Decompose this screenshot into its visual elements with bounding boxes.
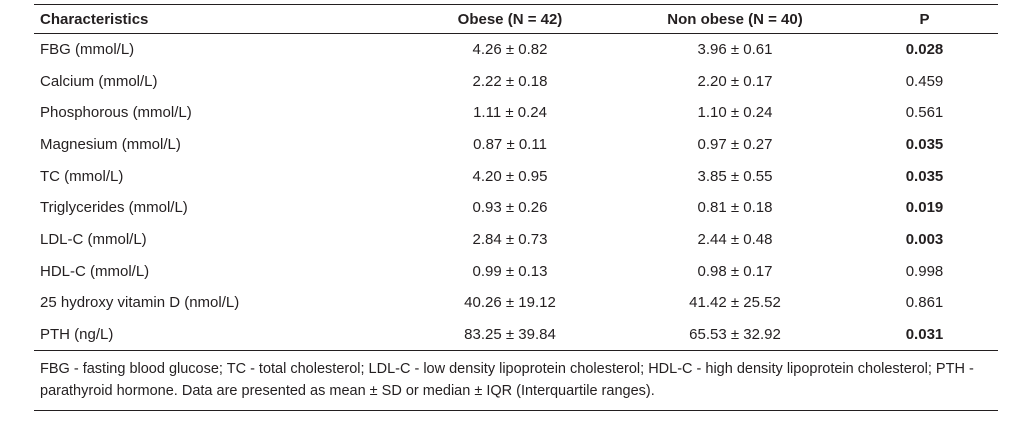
cell-p-value: 0.561 xyxy=(905,104,944,122)
table-row: HDL-C (mmol/L) 0.99 ± 0.13 0.98 ± 0.17 0.99… xyxy=(34,255,998,287)
cell-non-obese: 1.10 ± 0.24 xyxy=(697,104,773,122)
table-row: Magnesium (mmol/L) 0.87 ± 0.11 0.97 ± 0.27… xyxy=(34,129,998,161)
cell-obese: 0.93 ± 0.26 xyxy=(472,199,548,217)
table-row: LDL-C (mmol/L) 2.84 ± 0.73 2.44 ± 0.48 0.00… xyxy=(34,224,998,256)
cell-non-obese: 3.85 ± 0.55 xyxy=(697,167,773,185)
header-characteristics: Characteristics xyxy=(34,4,401,34)
cell-non-obese: 3.96 ± 0.61 xyxy=(697,41,773,59)
header-p-value: P xyxy=(851,4,998,34)
cell-p-value: 0.035 xyxy=(905,135,944,153)
cell-characteristic: 25 hydroxy vitamin D (nmol/L) xyxy=(40,294,240,312)
cell-non-obese: 2.20 ± 0.17 xyxy=(697,72,773,90)
table-row: Calcium (mmol/L) 2.22 ± 0.18 2.20 ± 0.17 0.… xyxy=(34,65,998,97)
cell-characteristic: Magnesium (mmol/L) xyxy=(40,135,181,153)
cell-characteristic: PTH (ng/L) xyxy=(34,318,401,351)
cell-non-obese: 65.53 ± 32.92 xyxy=(619,318,851,351)
cell-non-obese: 2.44 ± 0.48 xyxy=(697,230,773,248)
cell-obese: 1.11 ± 0.24 xyxy=(473,104,547,122)
header-non-obese: Non obese (N = 40) xyxy=(619,4,851,34)
cell-non-obese: 0.81 ± 0.18 xyxy=(697,199,773,217)
cell-characteristic: LDL-C (mmol/L) xyxy=(40,230,147,248)
table-row: FBG (mmol/L) 4.26 ± 0.82 3.96 ± 0.61 0.028 xyxy=(34,34,998,66)
table-row: Triglycerides (mmol/L) 0.93 ± 0.26 0.81 ± … xyxy=(34,192,998,224)
cell-p-value: 0.031 xyxy=(851,318,998,351)
cell-obese: 0.87 ± 0.11 xyxy=(473,135,547,153)
cell-obese: 40.26 ± 19.12 xyxy=(464,294,556,312)
table-container: Characteristics Obese (N = 42) Non obese… xyxy=(34,4,998,411)
cell-characteristic: TC (mmol/L) xyxy=(40,167,124,185)
cell-obese: 4.26 ± 0.82 xyxy=(472,41,548,59)
cell-characteristic: Phosphorous (mmol/L) xyxy=(40,104,192,122)
table-row: Phosphorous (mmol/L) 1.11 ± 0.24 1.10 ± 0.… xyxy=(34,97,998,129)
cell-characteristic: Calcium (mmol/L) xyxy=(40,72,158,90)
table-body: FBG (mmol/L) 4.26 ± 0.82 3.96 ± 0.61 0.028 C… xyxy=(34,34,998,351)
cell-obese: 2.84 ± 0.73 xyxy=(472,230,548,248)
cell-characteristic: HDL-C (mmol/L) xyxy=(40,262,150,280)
cell-p-value: 0.459 xyxy=(905,72,944,90)
cell-obese: 0.99 ± 0.13 xyxy=(472,262,548,280)
cell-obese: 83.25 ± 39.84 xyxy=(401,318,619,351)
characteristics-table: Characteristics Obese (N = 42) Non obese… xyxy=(34,4,998,351)
table-footnote: FBG - fasting blood glucose; TC - total … xyxy=(34,351,998,411)
cell-p-value: 0.035 xyxy=(905,167,944,185)
table-row: TC (mmol/L) 4.20 ± 0.95 3.85 ± 0.55 0.035 xyxy=(34,160,998,192)
cell-p-value: 0.003 xyxy=(905,230,944,248)
cell-p-value: 0.998 xyxy=(905,262,944,280)
cell-obese: 2.22 ± 0.18 xyxy=(472,72,548,90)
cell-p-value: 0.028 xyxy=(905,41,944,59)
cell-p-value: 0.019 xyxy=(905,199,944,217)
cell-characteristic: Triglycerides (mmol/L) xyxy=(40,199,188,217)
cell-non-obese: 0.97 ± 0.27 xyxy=(697,135,773,153)
table-row: 25 hydroxy vitamin D (nmol/L) 40.26 ± 19.… xyxy=(34,287,998,319)
cell-non-obese: 0.98 ± 0.17 xyxy=(697,262,773,280)
header-obese: Obese (N = 42) xyxy=(401,4,619,34)
table-header-row: Characteristics Obese (N = 42) Non obese… xyxy=(34,4,998,34)
cell-obese: 4.20 ± 0.95 xyxy=(472,167,548,185)
cell-non-obese: 41.42 ± 25.52 xyxy=(689,294,781,312)
table-row: PTH (ng/L) 83.25 ± 39.84 65.53 ± 32.92 0.03… xyxy=(34,318,998,351)
cell-p-value: 0.861 xyxy=(905,294,944,312)
cell-characteristic: FBG (mmol/L) xyxy=(40,41,135,59)
